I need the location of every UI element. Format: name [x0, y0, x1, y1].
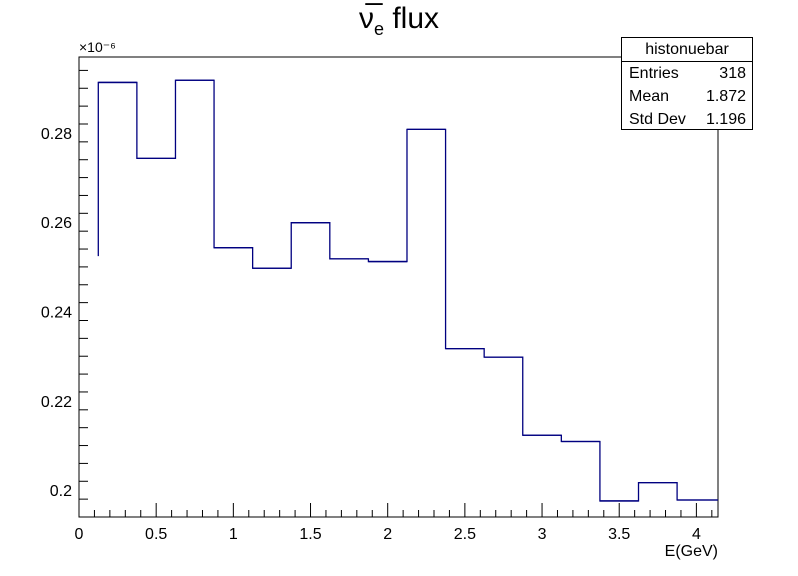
x-tick-label: 3 [538, 526, 547, 543]
stats-box: histonuebar Entries 318 Mean 1.872 Std D… [621, 37, 753, 130]
y-exponent-label: ×10⁻⁶ [79, 39, 116, 55]
stats-entries-label: Entries [629, 65, 679, 82]
x-tick-label: 1.5 [299, 526, 321, 543]
stats-std-label: Std Dev [629, 111, 686, 128]
x-tick-label: 2 [383, 526, 392, 543]
y-tick-label: 0.22 [41, 394, 72, 411]
stats-entries-value: 318 [719, 65, 746, 82]
stats-row-entries: Entries 318 [622, 62, 752, 85]
stats-mean-label: Mean [629, 88, 670, 105]
chart-title-text: ν̅e flux [358, 2, 440, 39]
y-tick-label: 0.26 [41, 215, 72, 232]
stats-box-name: histonuebar [622, 38, 752, 62]
x-tick-label: 1 [229, 526, 238, 543]
stats-std-value: 1.196 [705, 111, 746, 128]
chart-title: ν̅e flux [0, 2, 798, 40]
y-tick-label: 0.28 [41, 126, 72, 143]
x-axis-label: E(GeV) [665, 543, 718, 560]
stats-row-std: Std Dev 1.196 [622, 108, 752, 131]
x-tick-label: 0 [75, 526, 84, 543]
x-tick-label: 3.5 [608, 526, 630, 543]
x-tick-label: 4 [692, 526, 701, 543]
y-tick-label: 0.24 [41, 305, 72, 322]
histogram-step-line [97, 79, 718, 502]
stats-row-mean: Mean 1.872 [622, 85, 752, 108]
x-tick-label: 0.5 [145, 526, 167, 543]
y-tick-label: 0.2 [50, 483, 72, 500]
axes-layer: 0 0.5 1 1.5 2 2.5 3 3.5 4 0.2 0.22 0.24 0.26 0.28 [41, 69, 713, 543]
histogram-layer [97, 79, 718, 502]
stats-mean-value: 1.872 [705, 88, 746, 105]
plot-frame [78, 56, 719, 518]
x-tick-label: 2.5 [454, 526, 476, 543]
